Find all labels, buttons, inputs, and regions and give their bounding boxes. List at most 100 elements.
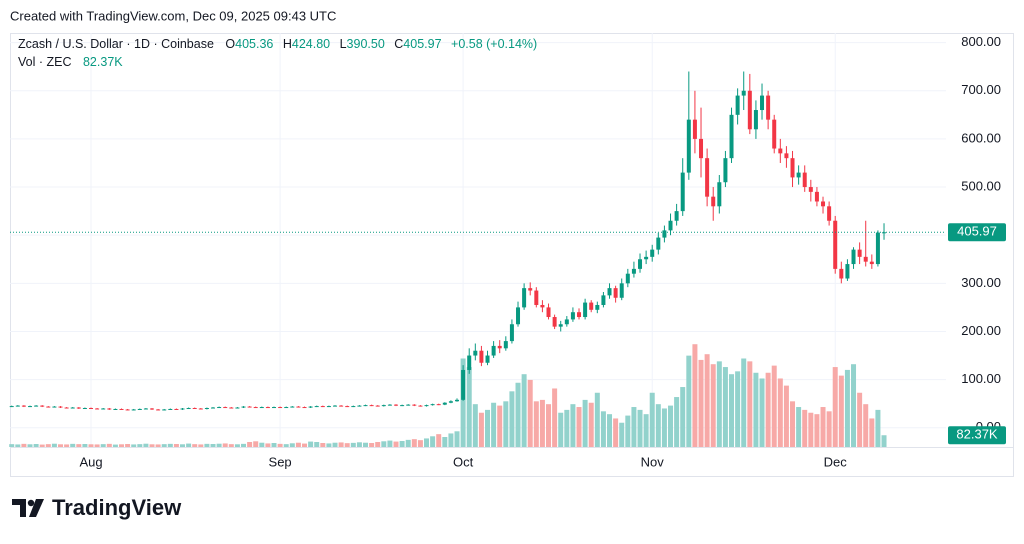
- candle-body: [503, 341, 508, 349]
- volume-bar: [668, 405, 674, 447]
- candle-body: [95, 408, 100, 410]
- candle-layer: [9, 71, 887, 411]
- candle-body: [223, 407, 228, 409]
- candle-body: [680, 172, 685, 212]
- candle-body: [363, 405, 368, 407]
- candle-body: [229, 407, 234, 409]
- volume-bar: [460, 358, 466, 447]
- candle-body: [15, 405, 20, 407]
- x-tick-label: Oct: [453, 454, 474, 469]
- candle-body: [485, 355, 490, 363]
- candle-body: [699, 138, 704, 159]
- candle-body: [406, 404, 411, 406]
- volume-bar: [369, 443, 375, 447]
- volume-bar: [411, 439, 417, 447]
- volume-bar: [637, 409, 643, 447]
- x-tick-label: Aug: [79, 454, 102, 469]
- candle-body: [314, 406, 319, 408]
- brand-name: TradingView: [52, 495, 182, 520]
- candle-body: [89, 408, 94, 410]
- y-tick-label: 700.00: [961, 82, 1001, 97]
- volume-bar: [814, 414, 820, 447]
- candle-body: [753, 110, 758, 130]
- candle-body: [869, 261, 874, 265]
- candle-body: [790, 158, 795, 178]
- candle-body: [625, 273, 630, 284]
- volume-bar: [155, 444, 161, 447]
- candle-body: [802, 172, 807, 188]
- candle-body: [113, 408, 118, 410]
- volume-bar: [247, 442, 253, 447]
- low-value: 390.50: [347, 37, 385, 51]
- candle-body: [473, 350, 478, 356]
- volume-bar: [582, 399, 588, 447]
- candle-body: [369, 405, 374, 407]
- candle-body: [491, 345, 496, 356]
- x-tick-label: Sep: [269, 454, 292, 469]
- volume-bar: [533, 401, 539, 447]
- volume-bar: [51, 443, 57, 447]
- close-value: 405.97: [403, 37, 441, 51]
- volume-bar: [527, 379, 533, 447]
- volume-bar: [613, 418, 619, 447]
- candle-body: [64, 407, 69, 409]
- volume-bar: [820, 407, 826, 447]
- y-tick-label: 300.00: [961, 275, 1001, 290]
- volume-bar: [448, 433, 454, 447]
- y-tick-label: 100.00: [961, 371, 1001, 386]
- candle-body: [278, 407, 283, 409]
- candle-body: [479, 350, 484, 363]
- candle-body: [607, 288, 612, 296]
- candle-body: [204, 408, 209, 410]
- volume-bar: [338, 442, 344, 447]
- candle-body: [424, 405, 429, 407]
- candle-body: [601, 295, 606, 305]
- candle-body: [217, 407, 222, 409]
- volume-bar: [149, 444, 155, 447]
- candle-body: [58, 406, 63, 408]
- volume-bar: [375, 442, 381, 447]
- volume-bar: [9, 444, 15, 447]
- volume-bar: [167, 443, 173, 447]
- volume-bar: [326, 443, 332, 447]
- candle-body: [723, 158, 728, 183]
- volume-bar: [869, 418, 875, 447]
- volume-bar: [82, 444, 88, 447]
- volume-bar: [607, 414, 613, 447]
- candle-body: [760, 95, 765, 111]
- volume-bar: [259, 442, 265, 447]
- volume-bar: [64, 444, 70, 447]
- volume-bar: [722, 367, 728, 447]
- volume-bar: [851, 364, 857, 447]
- candle-body: [241, 406, 246, 408]
- volume-bar: [600, 411, 606, 447]
- volume-bar: [350, 442, 356, 447]
- candle-body: [814, 191, 819, 202]
- candle-body: [662, 230, 667, 238]
- candle-body: [833, 220, 838, 269]
- volume-badge-label: 82.37K: [956, 427, 998, 442]
- candle-body: [577, 312, 582, 318]
- legend-row: Zcash / U.S. Dollar · 1D · Coinbase O405…: [18, 37, 537, 51]
- candle-body: [778, 148, 783, 154]
- candle-body: [766, 95, 771, 120]
- volume-bar: [710, 364, 716, 447]
- volume-bar: [295, 442, 301, 447]
- volume-bar: [234, 444, 240, 447]
- candle-body: [863, 256, 868, 262]
- volume-bar: [27, 444, 33, 447]
- volume-bar: [320, 443, 326, 447]
- y-tick-label: 500.00: [961, 178, 1001, 193]
- volume-bar: [515, 382, 521, 447]
- volume-bar: [875, 409, 881, 447]
- candle-body: [143, 408, 148, 410]
- price-badge-label: 405.97: [957, 224, 997, 239]
- volume-bar: [857, 392, 863, 447]
- volume-bar: [552, 388, 558, 447]
- y-tick-label: 800.00: [961, 34, 1001, 49]
- candle-body: [735, 95, 740, 115]
- candle-body: [528, 288, 533, 291]
- candle-body: [875, 232, 880, 265]
- volume-bar: [289, 443, 295, 447]
- volume-bar: [826, 411, 832, 447]
